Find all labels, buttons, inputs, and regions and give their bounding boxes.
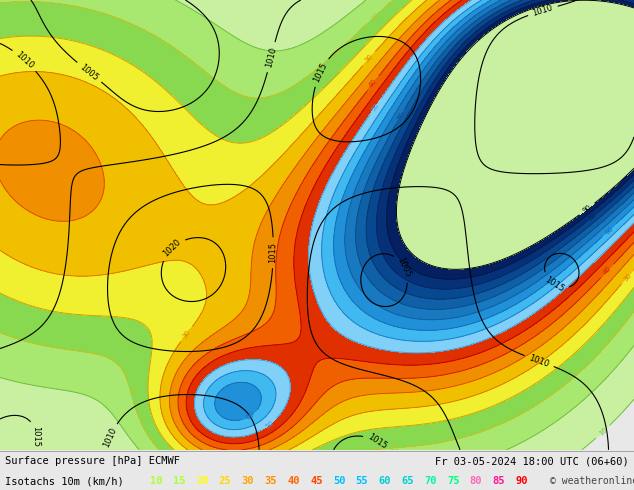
Text: 30: 30	[622, 271, 633, 282]
Text: 1015: 1015	[269, 242, 278, 263]
Text: 20: 20	[370, 11, 380, 22]
Text: 1010: 1010	[14, 50, 36, 71]
Text: 1005: 1005	[396, 256, 413, 279]
Text: 50: 50	[370, 101, 380, 112]
Text: 20: 20	[127, 386, 134, 396]
Text: 1010: 1010	[527, 353, 550, 369]
Text: 1010: 1010	[101, 426, 118, 449]
Text: 20: 20	[196, 476, 209, 486]
Text: 75: 75	[447, 476, 460, 486]
Text: 1015: 1015	[543, 275, 566, 294]
Text: 50: 50	[333, 476, 346, 486]
Text: Fr 03-05-2024 18:00 UTC (06+60): Fr 03-05-2024 18:00 UTC (06+60)	[435, 456, 629, 466]
Text: 1010: 1010	[264, 46, 278, 69]
Text: 70: 70	[424, 476, 437, 486]
Text: 10: 10	[598, 426, 608, 437]
Text: 80: 80	[587, 212, 598, 222]
Text: 60: 60	[378, 476, 391, 486]
Text: 40: 40	[602, 266, 612, 276]
Text: 15: 15	[173, 476, 186, 486]
Text: 90: 90	[581, 204, 592, 214]
Text: 30: 30	[242, 476, 254, 486]
Text: 50: 50	[264, 419, 275, 430]
Text: 85: 85	[493, 476, 505, 486]
Text: 1020: 1020	[162, 238, 183, 259]
Text: 40: 40	[368, 78, 378, 89]
Text: 60: 60	[245, 411, 256, 421]
Text: © weatheronline.co.uk: © weatheronline.co.uk	[550, 476, 634, 486]
Text: 1010: 1010	[531, 3, 554, 18]
Text: Surface pressure [hPa] ECMWF: Surface pressure [hPa] ECMWF	[5, 456, 180, 466]
Text: 90: 90	[515, 476, 528, 486]
Text: 1015: 1015	[31, 426, 40, 447]
Text: Isotachs 10m (km/h): Isotachs 10m (km/h)	[5, 476, 124, 486]
Text: 35: 35	[264, 476, 277, 486]
Text: 1015: 1015	[312, 61, 329, 84]
Text: 55: 55	[356, 476, 368, 486]
Text: 45: 45	[310, 476, 323, 486]
Text: 40: 40	[287, 476, 300, 486]
Text: 65: 65	[401, 476, 414, 486]
Text: 10: 10	[150, 476, 163, 486]
Text: 1005: 1005	[78, 62, 100, 82]
Text: 20: 20	[390, 444, 399, 451]
Text: 70: 70	[396, 110, 406, 121]
Text: 25: 25	[219, 476, 231, 486]
Text: 60: 60	[604, 225, 614, 235]
Text: 30: 30	[364, 53, 374, 64]
Text: 80: 80	[470, 476, 482, 486]
Text: 30: 30	[181, 329, 191, 340]
Text: 1015: 1015	[366, 433, 389, 451]
